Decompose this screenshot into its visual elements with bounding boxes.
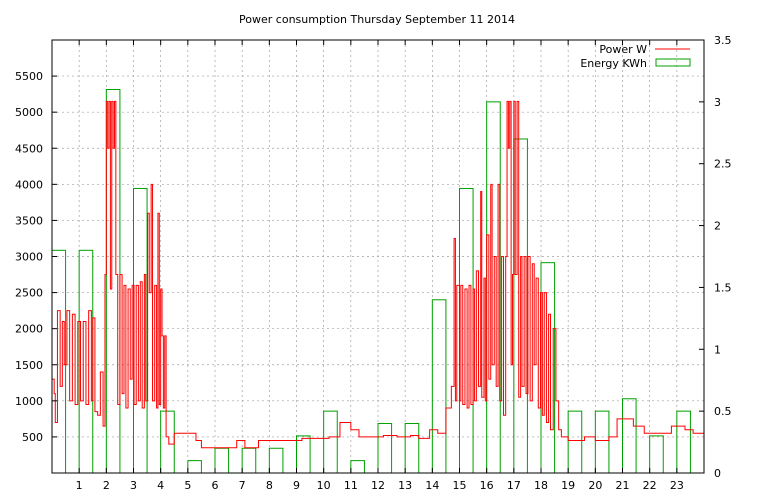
y-tick-label: 3500	[15, 214, 43, 227]
grid-lines	[52, 40, 704, 473]
y2-tick-label: 2	[714, 220, 721, 233]
energy-bar	[622, 398, 637, 474]
x-tick-label: 19	[561, 479, 575, 492]
y-tick-label: 1500	[15, 359, 43, 372]
x-tick-label: 10	[317, 479, 331, 492]
energy-bar	[214, 447, 230, 474]
x-tick-label: 7	[239, 479, 246, 492]
x-tick-label: 23	[670, 479, 684, 492]
y2-tick-label: 1.5	[714, 281, 732, 294]
legend: Power W Energy KWh	[580, 43, 691, 70]
legend-label-power: Power W	[599, 43, 647, 56]
power-line	[52, 100, 705, 449]
energy-bar	[540, 262, 556, 474]
power-series-line	[52, 100, 705, 449]
x-tick-label: 12	[371, 479, 385, 492]
x-tick-label: 21	[616, 479, 630, 492]
energy-bar	[377, 423, 393, 474]
x-tick-label: 1	[76, 479, 83, 492]
energy-bar	[431, 299, 447, 474]
x-tick-label: 18	[534, 479, 548, 492]
axis-ticks: 1 2 3 4 5 6 7 8 9 10 11 12 13 14 15 16 17 18 19 20 21 22 23500…	[15, 34, 732, 492]
x-tick-label: 11	[344, 479, 358, 492]
y2-tick-label: 0.5	[714, 405, 732, 418]
x-tick-label: 16	[480, 479, 494, 492]
y-tick-label: 5000	[15, 106, 43, 119]
energy-bar	[51, 249, 67, 474]
y-tick-label: 500	[22, 431, 43, 444]
energy-bar	[649, 435, 664, 474]
y2-tick-label: 1	[714, 343, 721, 356]
y-tick-label: 4500	[15, 142, 43, 155]
x-tick-label: 8	[266, 479, 273, 492]
y-tick-label: 4000	[15, 178, 43, 191]
x-tick-label: 4	[157, 479, 164, 492]
x-tick-label: 17	[507, 479, 521, 492]
energy-bar	[404, 423, 420, 474]
energy-bar	[268, 447, 284, 474]
energy-bar	[160, 410, 175, 474]
energy-bar	[296, 435, 311, 474]
y2-tick-label: 3.5	[714, 34, 732, 47]
y2-tick-label: 3	[714, 96, 721, 109]
legend-swatch-energy	[655, 58, 691, 67]
x-tick-label: 13	[398, 479, 412, 492]
y-tick-label: 2000	[15, 323, 43, 336]
energy-bar	[594, 410, 610, 474]
x-tick-label: 5	[184, 479, 191, 492]
x-tick-label: 2	[103, 479, 110, 492]
y-tick-label: 3000	[15, 251, 43, 264]
x-tick-label: 3	[130, 479, 137, 492]
x-tick-label: 9	[293, 479, 300, 492]
x-tick-label: 22	[643, 479, 657, 492]
x-tick-label: 20	[588, 479, 602, 492]
legend-label-energy: Energy KWh	[580, 57, 647, 70]
y-tick-label: 2500	[15, 287, 43, 300]
energy-bar	[350, 460, 365, 474]
energy-bar	[241, 447, 257, 474]
energy-bar	[323, 410, 338, 474]
y2-tick-label: 0	[714, 467, 721, 480]
x-tick-label: 14	[425, 479, 439, 492]
x-tick-label: 6	[212, 479, 219, 492]
energy-bar	[676, 410, 691, 474]
y-tick-label: 1000	[15, 395, 43, 408]
energy-bar	[567, 410, 583, 474]
y2-tick-label: 2.5	[714, 158, 732, 171]
chart-title: Power consumption Thursday September 11 …	[239, 13, 515, 26]
y-tick-label: 5500	[15, 70, 43, 83]
energy-bar	[187, 460, 202, 474]
x-tick-label: 15	[453, 479, 467, 492]
